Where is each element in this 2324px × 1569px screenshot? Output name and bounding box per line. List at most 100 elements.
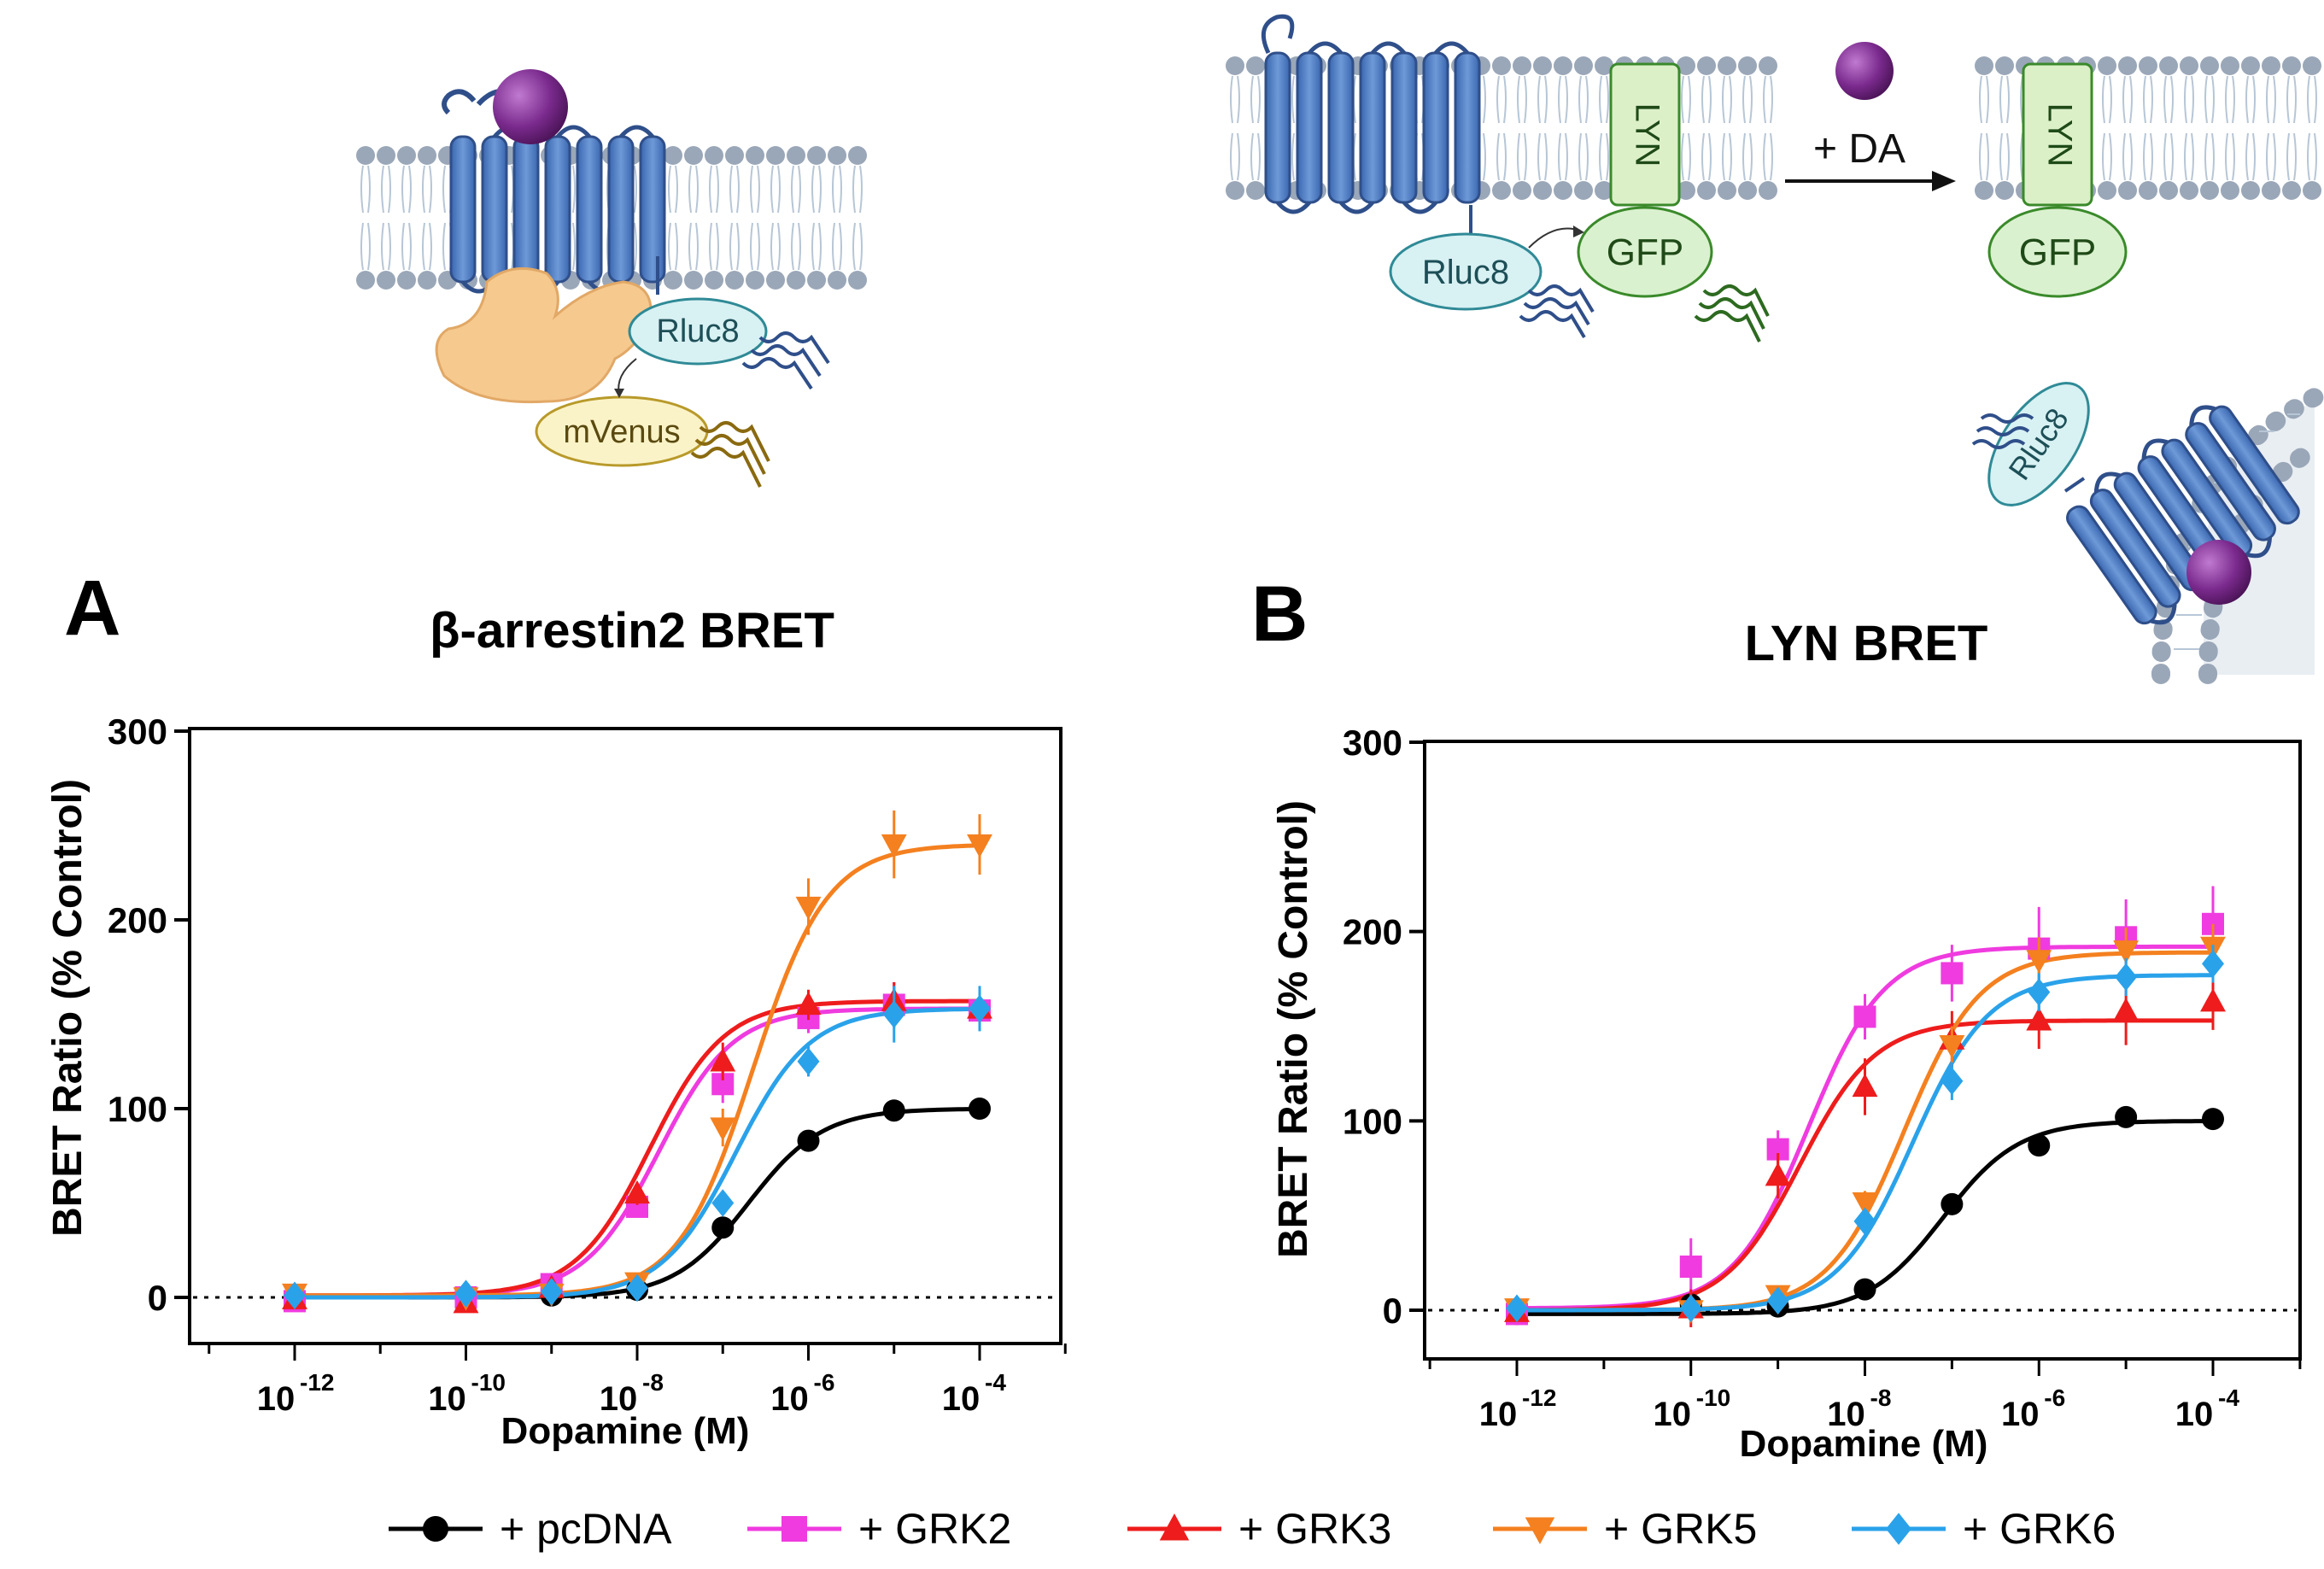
gfp-2-label: GFP [2019, 231, 2096, 273]
legend-label: + GRK2 [858, 1505, 1011, 1553]
helix [512, 135, 540, 284]
helix [481, 135, 508, 284]
chart-b-x-axis: 10 -12 10 -10 10 -8 10 -6 10 -4 [1428, 1359, 2302, 1433]
arrestin-bret-schematic: Rluc8 mVenus [356, 69, 867, 488]
legend: + pcDNA + GRK2 + GRK3 + GRK5 + GRK6 [389, 1505, 2116, 1553]
y-tick-label: 100 [1343, 1101, 1402, 1141]
y-tick-label: 100 [108, 1089, 167, 1129]
gfp-2 [1987, 206, 2128, 298]
helix [639, 135, 666, 284]
y-tick-label: 0 [148, 1278, 167, 1318]
data-point-grk6 [540, 1278, 563, 1306]
chart-a-ylabel: BRET Ratio (% Control) [45, 779, 91, 1237]
x-tick-label: 10 [1827, 1396, 1865, 1433]
data-point-grk3 [2113, 998, 2140, 1022]
x-tick-exponent: -6 [814, 1369, 835, 1396]
panel-letter-a: A [64, 565, 120, 652]
gfp-1-label: GFP [1607, 231, 1683, 273]
ligand-c [2186, 540, 2251, 605]
panel-letter-b: B [1251, 571, 1308, 658]
emission-venus-a [690, 421, 770, 488]
y-tick-label: 300 [1343, 723, 1402, 763]
data-point-grk3 [1765, 1162, 1791, 1186]
chart-a-y-axis: 0 100 200 300 [108, 711, 190, 1318]
data-point-grk6 [1766, 1286, 1789, 1315]
data-point-grk3 [2026, 1007, 2052, 1031]
fit-curve-grk5 [295, 843, 981, 1298]
rluc8-b-label: Rluc8 [1422, 254, 1509, 291]
receptor-a [442, 89, 666, 294]
data-point-pcdna [711, 1216, 735, 1239]
data-point-grk2 [1679, 1256, 1702, 1279]
data-point-grk6 [2115, 963, 2138, 992]
emission-rluc-b [1519, 284, 1595, 339]
data-point-grk6 [882, 1000, 905, 1028]
data-point-grk3 [624, 1180, 650, 1204]
emission-gfp-b [1694, 284, 1770, 342]
data-point-grk5 [795, 896, 822, 921]
chart-b-frame [1423, 740, 2302, 1361]
x-tick-exponent: -8 [642, 1369, 664, 1396]
data-point-grk5 [2026, 950, 2052, 974]
legend-marker-grk5 [1525, 1517, 1555, 1544]
x-tick-label: 10 [600, 1380, 638, 1418]
lyn-box-2 [2022, 62, 2093, 207]
x-tick-label: 10 [770, 1380, 809, 1418]
legend-item-grk3: + GRK3 [1127, 1505, 1391, 1553]
y-tick-label: 0 [1383, 1291, 1402, 1331]
x-tick-exponent: -4 [2218, 1385, 2239, 1411]
data-point-pcdna [969, 1098, 991, 1120]
legend-item-grk6: + GRK6 [1852, 1505, 2116, 1553]
ligand-a [493, 69, 568, 144]
x-tick-exponent: -4 [985, 1369, 1006, 1396]
mvenus-a-label: mVenus [563, 414, 680, 450]
x-tick-exponent: -8 [1870, 1385, 1892, 1411]
helix [1359, 51, 1386, 204]
data-point-pcdna [2028, 1134, 2051, 1157]
receptor-b [1264, 41, 1481, 214]
rluc8-c [1987, 382, 2090, 506]
chart-b-y-axis: 0 100 200 300 [1343, 723, 1425, 1331]
x-tick-exponent: -10 [471, 1369, 506, 1396]
legend-marker-grk3 [1159, 1513, 1190, 1541]
helix [607, 135, 635, 284]
x-tick-label: 10 [1479, 1396, 1518, 1433]
y-tick-label: 300 [108, 711, 167, 752]
legend-marker-pcdna [423, 1516, 448, 1542]
legend-item-grk2: + GRK2 [747, 1505, 1011, 1553]
data-point-grk6 [626, 1273, 648, 1303]
rluc8-b [1389, 232, 1543, 311]
chart-a-x-axis: 10 -12 10 -10 10 -8 10 -6 10 -4 [208, 1344, 1067, 1418]
legend-item-grk5: + GRK5 [1493, 1505, 1757, 1553]
data-point-grk6 [1506, 1294, 1528, 1323]
data-point-pcdna [882, 1099, 905, 1122]
data-point-grk5 [881, 834, 907, 858]
helix [1422, 51, 1449, 204]
data-point-pcdna [1941, 1192, 1964, 1215]
da-arrow-label: + DA [1813, 126, 1905, 172]
data-point-grk6 [711, 1189, 735, 1217]
legend-label: + GRK5 [1604, 1505, 1757, 1553]
data-point-grk6 [2202, 950, 2224, 978]
chart-b-ylabel: BRET Ratio (% Control) [1271, 800, 1316, 1258]
x-tick-label: 10 [942, 1380, 981, 1418]
x-tick-label: 10 [257, 1380, 296, 1418]
fit-curve-grk2 [295, 1006, 980, 1298]
lyn-2-label: LYN [2040, 103, 2078, 167]
x-tick-label: 10 [428, 1380, 466, 1418]
fit-curve-grk3 [295, 998, 980, 1298]
x-tick-exponent: -10 [1696, 1385, 1730, 1411]
data-point-grk6 [969, 994, 991, 1023]
y-tick-label: 200 [1343, 912, 1402, 952]
data-point-grk6 [1853, 1207, 1876, 1236]
legend-marker-grk6 [1886, 1513, 1911, 1545]
rluc8-a [628, 297, 768, 366]
x-tick-label: 10 [1654, 1396, 1692, 1433]
x-tick-exponent: -6 [2044, 1385, 2065, 1411]
legend-label: + GRK3 [1238, 1505, 1391, 1553]
helix [1327, 51, 1355, 204]
data-point-grk5 [2113, 940, 2140, 964]
